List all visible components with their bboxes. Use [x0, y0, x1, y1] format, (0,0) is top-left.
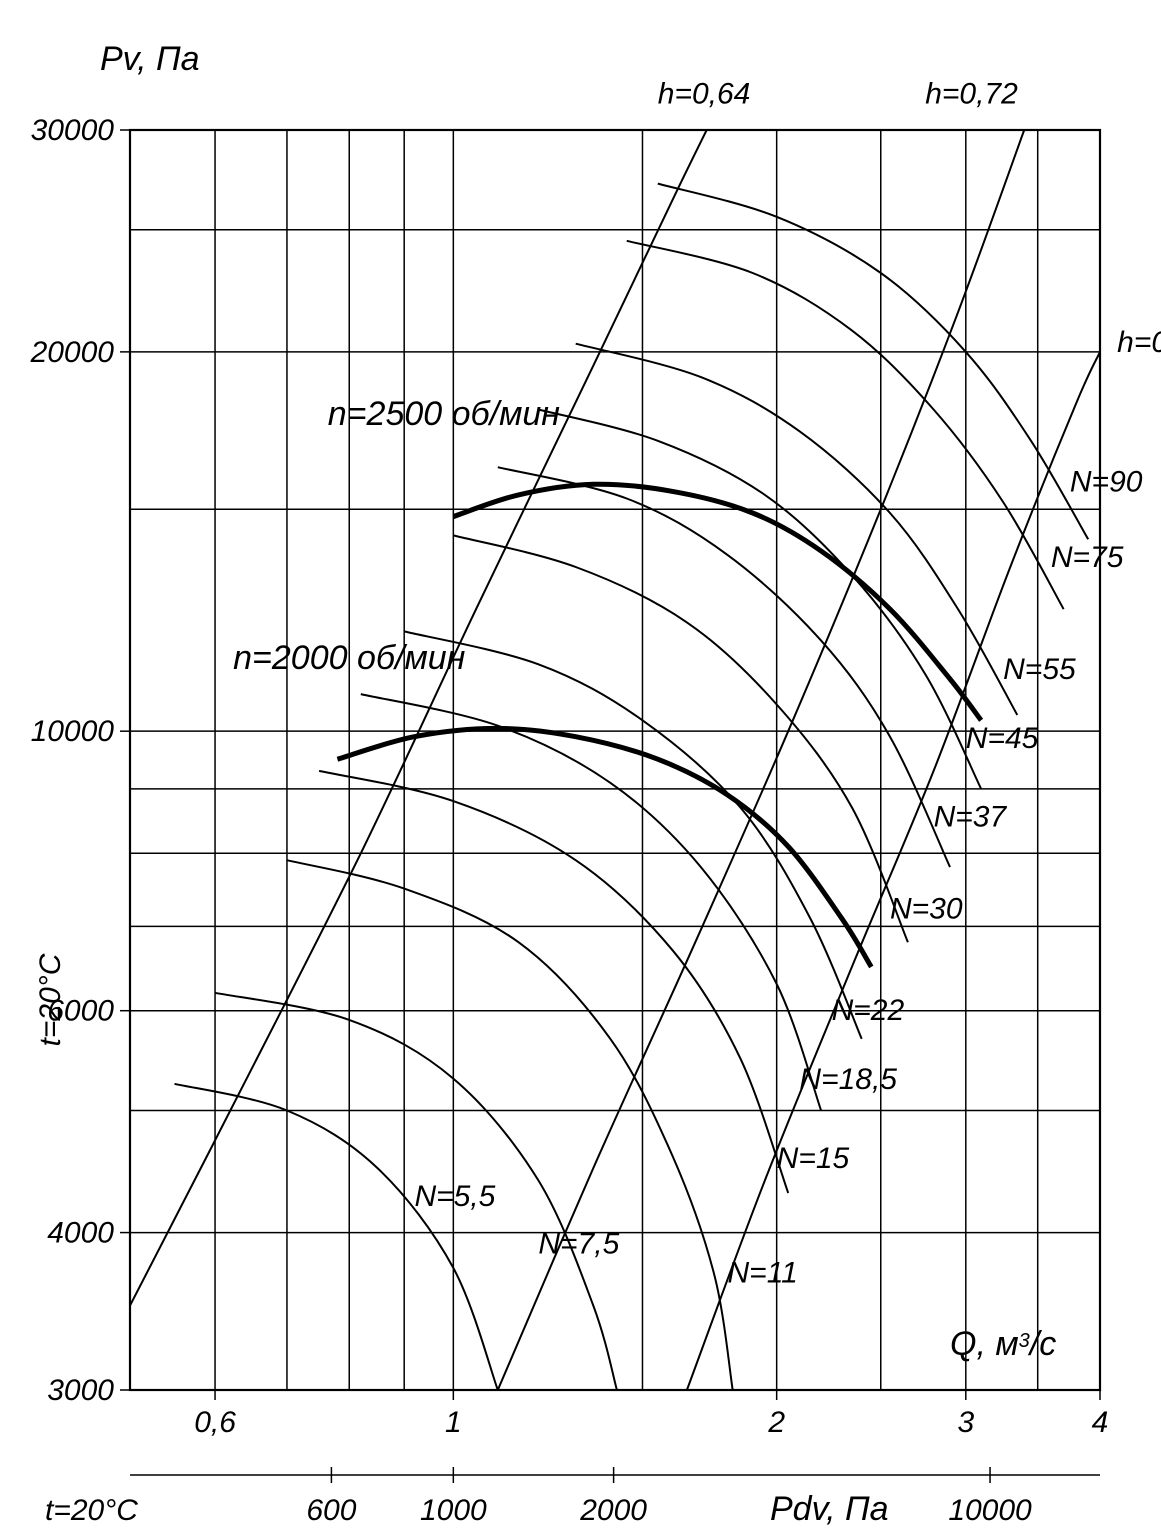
power-label: N=55 [1003, 653, 1076, 686]
power-line [404, 631, 862, 1038]
power-line [287, 860, 733, 1390]
svg-text:4000: 4000 [47, 1217, 114, 1250]
power-label: N=30 [890, 893, 963, 926]
speed-label: n=2500 об/мин [328, 395, 561, 433]
power-line [453, 535, 908, 942]
power-line [627, 241, 1064, 609]
power-label: N=37 [934, 801, 1008, 834]
y-axis-title: Pv, Па [100, 40, 200, 78]
power-line [319, 771, 788, 1193]
svg-text:2: 2 [767, 1406, 785, 1439]
efficiency-label: h=0,64 [1117, 326, 1161, 359]
power-line [175, 1084, 498, 1390]
speed-curve [337, 728, 871, 967]
power-line [498, 467, 950, 867]
pdv-axis-title: Pdv, Па [770, 1490, 889, 1528]
svg-text:1: 1 [445, 1406, 462, 1439]
power-label: N=75 [1051, 541, 1124, 574]
power-label: N=18,5 [799, 1063, 897, 1096]
svg-text:10000: 10000 [948, 1494, 1032, 1527]
x-axis-title: Q, м3/c [950, 1325, 1056, 1363]
svg-text:10000: 10000 [31, 715, 115, 748]
temp-label-left: t=20°C [34, 953, 67, 1046]
svg-text:1000: 1000 [420, 1494, 487, 1527]
efficiency-label: h=0,64 [658, 77, 751, 110]
svg-text:0,6: 0,6 [194, 1406, 236, 1439]
fan-performance-chart: 300040006000100002000030000Pv, Паt=20°C0… [0, 0, 1161, 1528]
svg-text:20000: 20000 [30, 336, 115, 369]
temp-label-bottom: t=20°C [45, 1494, 138, 1527]
power-line [658, 184, 1088, 540]
power-line [361, 694, 821, 1110]
power-label: N=15 [777, 1142, 850, 1175]
svg-text:600: 600 [306, 1494, 356, 1527]
speed-label: n=2000 об/мин [233, 639, 466, 677]
curves [130, 78, 1100, 1390]
power-label: N=5,5 [414, 1180, 495, 1213]
svg-text:3: 3 [957, 1406, 974, 1439]
svg-text:2000: 2000 [579, 1494, 647, 1527]
power-label: N=7,5 [538, 1227, 619, 1260]
speed-curve [453, 484, 981, 720]
power-label: N=90 [1070, 465, 1143, 498]
efficiency-line [498, 130, 1024, 1390]
svg-text:3000: 3000 [47, 1374, 114, 1407]
power-label: N=45 [966, 722, 1039, 755]
svg-text:4: 4 [1092, 1406, 1109, 1439]
efficiency-label: h=0,72 [925, 77, 1018, 110]
power-label: N=22 [832, 994, 905, 1027]
svg-text:30000: 30000 [31, 114, 115, 147]
power-label: N=11 [728, 1257, 798, 1290]
